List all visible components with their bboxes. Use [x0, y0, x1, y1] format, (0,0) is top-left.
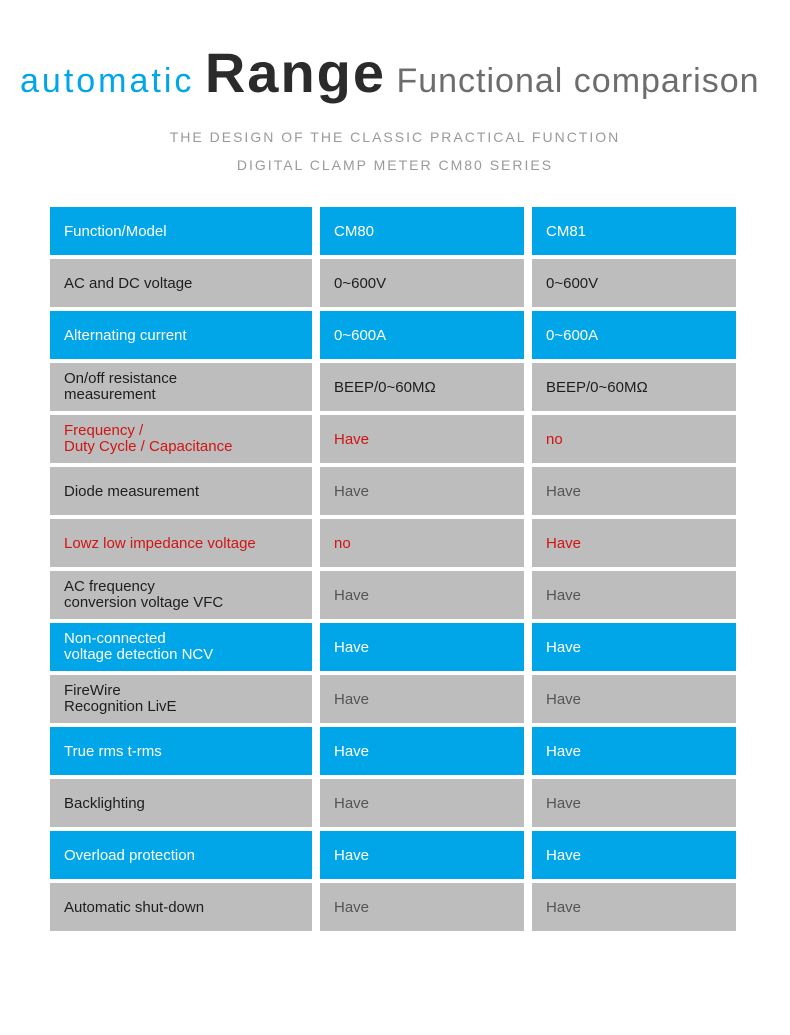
title-word-range: Range: [205, 40, 386, 105]
table-row: Function/ModelCM80CM81: [50, 207, 740, 255]
table-cell: 0~600A: [320, 311, 524, 359]
table-row: True rms t-rmsHaveHave: [50, 727, 740, 775]
title-word-automatic: automatic: [20, 62, 194, 101]
table-cell: Have: [532, 675, 736, 723]
table-cell: Have: [532, 779, 736, 827]
table-cell: Automatic shut-down: [50, 883, 312, 931]
table-row: AC frequencyconversion voltage VFCHaveHa…: [50, 571, 740, 619]
table-cell: no: [320, 519, 524, 567]
table-row: BacklightingHaveHave: [50, 779, 740, 827]
table-cell: Alternating current: [50, 311, 312, 359]
comparison-table: Function/ModelCM80CM81AC and DC voltage0…: [50, 207, 740, 931]
table-row: FireWireRecognition LivEHaveHave: [50, 675, 740, 723]
table-cell: Have: [320, 883, 524, 931]
page-title: automatic Range Functional comparison: [20, 40, 770, 105]
table-cell: BEEP/0~60MΩ: [532, 363, 736, 411]
table-row: AC and DC voltage0~600V0~600V: [50, 259, 740, 307]
page-subtitle: THE DESIGN OF THE CLASSIC PRACTICAL FUNC…: [20, 123, 770, 179]
table-cell: Have: [320, 623, 524, 671]
table-cell: no: [532, 415, 736, 463]
table-cell: AC frequencyconversion voltage VFC: [50, 571, 312, 619]
table-cell: Non-connectedvoltage detection NCV: [50, 623, 312, 671]
table-cell: Have: [320, 467, 524, 515]
table-row: Non-connectedvoltage detection NCVHaveHa…: [50, 623, 740, 671]
table-cell: Have: [532, 519, 736, 567]
table-cell: 0~600A: [532, 311, 736, 359]
table-cell: Have: [320, 675, 524, 723]
table-cell: Have: [320, 571, 524, 619]
table-cell: Have: [320, 727, 524, 775]
table-cell: Have: [532, 571, 736, 619]
table-cell: CM81: [532, 207, 736, 255]
table-cell: Backlighting: [50, 779, 312, 827]
table-cell: Frequency /Duty Cycle / Capacitance: [50, 415, 312, 463]
table-cell: Have: [320, 779, 524, 827]
table-cell: Have: [532, 831, 736, 879]
table-cell: Have: [320, 831, 524, 879]
table-row: Alternating current0~600A0~600A: [50, 311, 740, 359]
table-cell: Have: [532, 883, 736, 931]
table-cell: Function/Model: [50, 207, 312, 255]
table-cell: Overload protection: [50, 831, 312, 879]
table-cell: FireWireRecognition LivE: [50, 675, 312, 723]
table-row: Lowz low impedance voltagenoHave: [50, 519, 740, 567]
table-cell: BEEP/0~60MΩ: [320, 363, 524, 411]
page: automatic Range Functional comparison TH…: [0, 0, 790, 971]
table-cell: Diode measurement: [50, 467, 312, 515]
subtitle-line-2: DIGITAL CLAMP METER CM80 SERIES: [20, 151, 770, 179]
table-row: Diode measurementHaveHave: [50, 467, 740, 515]
table-cell: Lowz low impedance voltage: [50, 519, 312, 567]
subtitle-line-1: THE DESIGN OF THE CLASSIC PRACTICAL FUNC…: [20, 123, 770, 151]
table-cell: On/off resistancemeasurement: [50, 363, 312, 411]
table-cell: 0~600V: [532, 259, 736, 307]
table-cell: AC and DC voltage: [50, 259, 312, 307]
table-row: Automatic shut-downHaveHave: [50, 883, 740, 931]
table-cell: Have: [532, 623, 736, 671]
table-cell: 0~600V: [320, 259, 524, 307]
table-cell: Have: [532, 727, 736, 775]
table-cell: Have: [320, 415, 524, 463]
table-cell: CM80: [320, 207, 524, 255]
table-row: On/off resistancemeasurementBEEP/0~60MΩB…: [50, 363, 740, 411]
title-word-functional: Functional comparison: [396, 62, 759, 101]
table-cell: Have: [532, 467, 736, 515]
table-row: Frequency /Duty Cycle / CapacitanceHaven…: [50, 415, 740, 463]
table-cell: True rms t-rms: [50, 727, 312, 775]
table-row: Overload protectionHaveHave: [50, 831, 740, 879]
